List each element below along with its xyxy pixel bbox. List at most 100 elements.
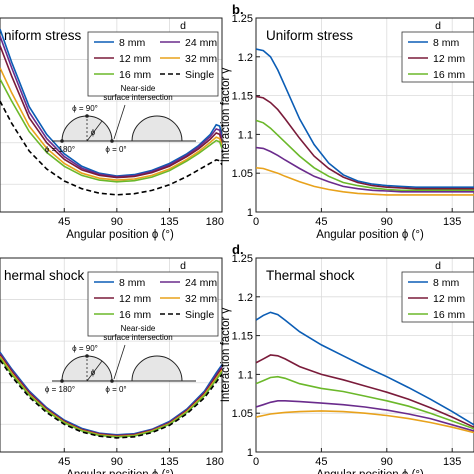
y-tick-label: 1.15 — [232, 331, 253, 343]
x-tick-label: 90 — [381, 216, 393, 228]
y-tick-label: 1.15 — [232, 91, 253, 103]
series-line-single — [0, 100, 222, 196]
legend-entry: 12 mm — [433, 293, 465, 305]
series-line-16mm — [0, 78, 222, 183]
phi-90-dot — [85, 114, 89, 118]
series-line-32mm — [0, 67, 222, 181]
x-tick-label: 135 — [443, 456, 461, 468]
legend-entry: 32 mm — [185, 53, 217, 65]
legend-title: d — [435, 20, 441, 32]
y-tick-label: 1.2 — [238, 292, 253, 304]
x-tick-label: 90 — [111, 216, 123, 228]
phi-0-label: ϕ = 0° — [105, 145, 126, 154]
legend-entry: Single — [185, 69, 214, 81]
legend-entry: 16 mm — [433, 69, 465, 81]
panel-d: 0 45 90 135 1 1.05 1.1 1.15 1.2 1.25 Interaction f… — [220, 242, 474, 474]
phi-0-dot — [110, 139, 114, 143]
x-tick-label: 180 — [206, 456, 224, 468]
legend-title: d — [180, 20, 186, 32]
x-axis-label: Angular position ϕ (°) — [316, 469, 424, 474]
phi-radius — [86, 120, 103, 142]
x-tick-label: 45 — [315, 216, 327, 228]
plot-frame — [255, 17, 474, 213]
panel-title: Uniform stress — [266, 28, 353, 43]
phi-angle-label: ϕ — [91, 368, 96, 377]
legend-entry: 24 mm — [185, 37, 217, 49]
x-tick-label: 90 — [381, 456, 393, 468]
legend-entry: 16 mm — [119, 309, 151, 321]
legend-entry: 16 mm — [119, 69, 151, 81]
panel-label: b. — [232, 2, 244, 17]
y-tick-label: 1.05 — [232, 168, 253, 180]
series-line-8mm — [0, 28, 222, 177]
panel-a: 45 90 135 180 Angular position ϕ (°) niform s… — [0, 17, 224, 241]
series-line-12mm — [256, 354, 474, 428]
callout-line-2: surface intersection — [103, 333, 172, 342]
series-group — [0, 28, 222, 196]
panel-label: d. — [232, 242, 244, 257]
panel-title: hermal shock — [4, 268, 85, 283]
y-tick-label: 1.1 — [238, 369, 253, 381]
panel-c: 45 90 135 180 Angular position ϕ (°) hermal s… — [0, 257, 224, 474]
x-tick-label: 90 — [111, 456, 123, 468]
legend-title: d — [435, 260, 441, 272]
plot-frame — [0, 17, 223, 213]
phi-180-dot — [60, 379, 64, 383]
series-group — [256, 48, 474, 196]
series-line-8mm — [256, 311, 474, 426]
series-line-24mm — [256, 146, 474, 193]
series-group — [0, 351, 222, 439]
x-tick-label: 135 — [160, 216, 178, 228]
legend-entry: 12 mm — [119, 293, 151, 305]
series-line-12mm — [256, 95, 474, 190]
series-line-24mm — [256, 400, 474, 432]
legend-entry: 32 mm — [185, 293, 217, 305]
callout-arrow — [113, 344, 126, 380]
plot-frame — [255, 257, 474, 453]
series-line-12mm — [0, 45, 222, 179]
panel-title: niform stress — [4, 28, 82, 43]
y-tick-label: 1.2 — [238, 52, 253, 64]
series-line-16mm — [256, 375, 474, 430]
right-crack-shape — [131, 115, 183, 142]
panel-title: Thermal shock — [266, 268, 355, 283]
x-tick-label: 45 — [58, 216, 70, 228]
x-tick-label: 135 — [443, 216, 461, 228]
x-tick-label: 135 — [160, 456, 178, 468]
phi-180-label: ϕ = 180° — [45, 385, 75, 394]
legend-entry: 12 mm — [119, 53, 151, 65]
x-axis-label: Angular position ϕ (°) — [66, 229, 174, 241]
series-line-single — [0, 359, 222, 439]
x-tick-label: 180 — [206, 216, 224, 228]
phi-90-dot — [85, 354, 89, 358]
legend-entry: 24 mm — [185, 277, 217, 289]
legend-entry: 12 mm — [433, 53, 465, 65]
phi-radius — [86, 360, 103, 382]
phi-0-dot — [110, 379, 114, 383]
series-line-16mm — [0, 357, 222, 438]
legend: d 8 mm 12 mm 16 mm — [401, 260, 474, 323]
series-line-16mm — [256, 119, 474, 192]
legend-entry: 16 mm — [433, 309, 465, 321]
callout-line-1: Near-side — [121, 324, 156, 333]
legend-entry: 8 mm — [119, 277, 146, 289]
x-tick-label: 45 — [315, 456, 327, 468]
series-line-32mm — [256, 410, 474, 434]
callout-line-2: surface intersection — [103, 93, 172, 102]
phi-180-dot — [60, 139, 64, 143]
x-tick-label: 45 — [58, 456, 70, 468]
y-tick-label: 1.1 — [238, 129, 253, 141]
x-tick-label: 0 — [253, 456, 259, 468]
legend: d 8 mm 12 mm 16 mm 24 mm 32 mm Single — [87, 20, 219, 97]
legend: d 8 mm 12 mm 16 mm 24 mm 32 mm Single — [87, 260, 219, 337]
y-tick-label: 1 — [247, 207, 253, 219]
legend-title: d — [180, 260, 186, 272]
x-tick-label: 0 — [253, 216, 259, 228]
phi-90-label: ϕ = 90° — [72, 344, 98, 353]
callout-line-1: Near-side — [121, 84, 156, 93]
series-line-32mm — [256, 167, 474, 196]
legend-entry: 8 mm — [119, 37, 146, 49]
panel-b: 0 45 90 135 1 1.05 1.1 1.15 1.2 1.25 Interaction f… — [220, 2, 474, 241]
